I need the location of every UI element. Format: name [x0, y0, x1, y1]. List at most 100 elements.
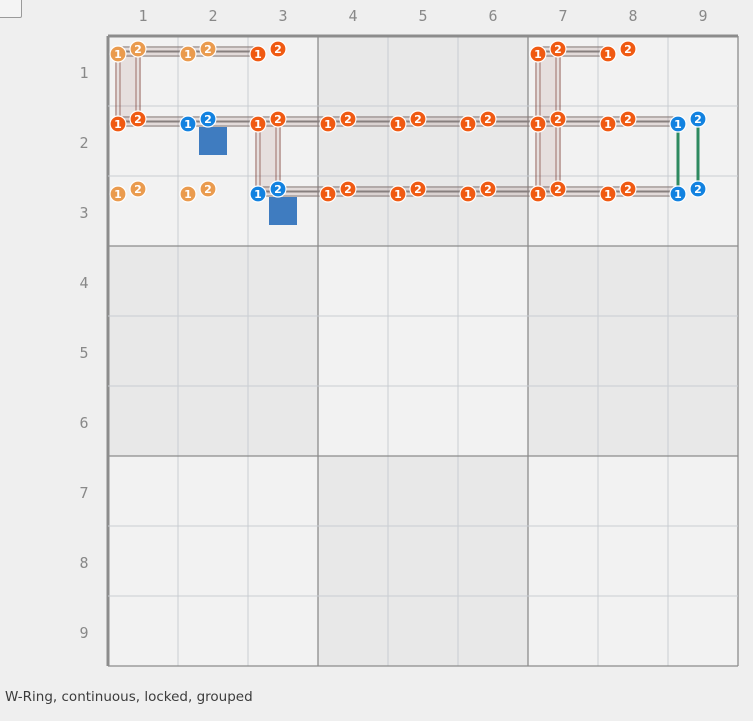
pin-marker: 1	[249, 185, 267, 203]
pin-marker: 1	[459, 115, 477, 133]
pin-label: 1	[674, 188, 682, 201]
pin-dot	[689, 180, 707, 198]
column-label: 3	[278, 7, 287, 25]
pin-label: 1	[114, 118, 122, 131]
pin-dot	[179, 45, 197, 63]
trace-band	[538, 46, 608, 57]
pin-marker: 1	[599, 115, 617, 133]
pin-label: 2	[554, 113, 562, 126]
grid-lines	[106, 34, 739, 667]
pin-label: 2	[694, 183, 702, 196]
pin-marker: 1	[319, 185, 337, 203]
pin-dot	[129, 40, 147, 58]
shaded-block	[318, 36, 528, 246]
pin-dot	[109, 45, 127, 63]
pin-dot	[549, 110, 567, 128]
pin-label: 1	[254, 48, 262, 61]
pin-label: 2	[624, 113, 632, 126]
pin-label: 1	[184, 188, 192, 201]
pin-marker: 1	[389, 115, 407, 133]
pin-dot	[319, 185, 337, 203]
status-text: W-Ring, continuous, locked, grouped	[5, 689, 253, 705]
pin-dot	[619, 180, 637, 198]
pin-label: 2	[694, 113, 702, 126]
pin-dot	[599, 185, 617, 203]
pin-marker: 1	[529, 45, 547, 63]
pin-marker: 1	[179, 185, 197, 203]
pin-marker: 2	[409, 180, 427, 198]
pin-dot	[109, 115, 127, 133]
pin-marker: 2	[549, 180, 567, 198]
pin-label: 2	[204, 183, 212, 196]
pin-marker: 2	[619, 40, 637, 58]
row-label: 2	[79, 134, 88, 152]
pin-marker: 1	[109, 115, 127, 133]
pin-label: 2	[484, 113, 492, 126]
pin-label: 2	[134, 113, 142, 126]
pin-marker: 1	[529, 115, 547, 133]
pin-label: 1	[114, 188, 122, 201]
pin-dot	[599, 45, 617, 63]
pin-label: 1	[254, 188, 262, 201]
pin-label: 2	[414, 113, 422, 126]
pin-label: 2	[134, 183, 142, 196]
column-label: 4	[348, 7, 357, 25]
pin-label: 1	[394, 118, 402, 131]
pin-marker: 2	[619, 180, 637, 198]
pin-marker: 1	[109, 185, 127, 203]
pin-marker: 1	[319, 115, 337, 133]
pin-dot	[619, 40, 637, 58]
pin-dot	[339, 180, 357, 198]
pin-dot	[269, 180, 287, 198]
pin-marker: 2	[549, 110, 567, 128]
pin-marker: 2	[339, 180, 357, 198]
pin-label: 1	[604, 118, 612, 131]
pin-dot	[199, 40, 217, 58]
row-label: 9	[79, 624, 88, 642]
pin-label: 1	[534, 118, 542, 131]
pin-dot	[319, 115, 337, 133]
node-square	[269, 197, 297, 225]
shaded-block	[108, 246, 318, 456]
pin-marker: 2	[409, 110, 427, 128]
pin-label: 2	[274, 113, 282, 126]
pin-marker: 1	[179, 45, 197, 63]
pin-label: 1	[324, 118, 332, 131]
pin-label: 1	[184, 118, 192, 131]
pin-label: 1	[464, 118, 472, 131]
pin-dot	[479, 110, 497, 128]
pin-marker: 2	[199, 180, 217, 198]
pin-marker: 2	[269, 110, 287, 128]
pin-dot	[249, 185, 267, 203]
pin-dot	[529, 115, 547, 133]
pin-marker: 2	[269, 40, 287, 58]
pin-label: 2	[554, 183, 562, 196]
pin-marker: 2	[689, 180, 707, 198]
column-label: 9	[698, 7, 707, 25]
pin-marker: 2	[549, 40, 567, 58]
pin-label: 2	[274, 43, 282, 56]
column-label: 1	[138, 7, 147, 25]
pin-label: 2	[624, 183, 632, 196]
pin-dot	[179, 185, 197, 203]
pin-dot	[389, 185, 407, 203]
pin-dot	[249, 115, 267, 133]
corner-checkbox[interactable]	[0, 0, 22, 18]
pin-label: 2	[274, 183, 282, 196]
column-label: 2	[208, 7, 217, 25]
pin-label: 1	[534, 48, 542, 61]
pin-marker: 2	[339, 110, 357, 128]
pin-dot	[199, 110, 217, 128]
pin-label: 2	[204, 113, 212, 126]
pin-label: 1	[604, 188, 612, 201]
pin-label: 1	[604, 48, 612, 61]
pin-marker: 2	[269, 180, 287, 198]
pin-label: 1	[464, 188, 472, 201]
pin-dot	[459, 115, 477, 133]
row-label: 7	[79, 484, 88, 502]
pin-dot	[459, 185, 477, 203]
pin-marker: 1	[599, 185, 617, 203]
pin-marker: 2	[129, 110, 147, 128]
pin-dot	[129, 180, 147, 198]
